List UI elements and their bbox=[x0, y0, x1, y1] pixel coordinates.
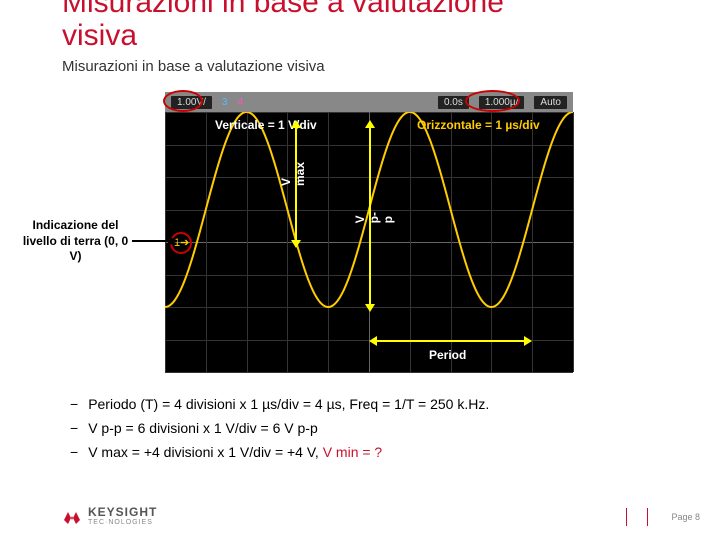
page-number: Page 8 bbox=[671, 512, 700, 522]
circle-right bbox=[465, 90, 520, 112]
hdr-num-3: 3 bbox=[222, 97, 228, 108]
ground-arrow bbox=[132, 240, 177, 242]
vmax-text: V max bbox=[279, 162, 307, 186]
horizontal-label: Orizzontale = 1 µs/div bbox=[417, 118, 540, 132]
bullet-3: V max = +4 divisioni x 1 V/div = +4 V, V… bbox=[70, 444, 690, 460]
vpp-text: V p-p bbox=[353, 212, 395, 223]
slide-title: Misurazioni in base a valutazione visiva bbox=[62, 0, 504, 52]
period-text: Period bbox=[429, 348, 466, 362]
scope-screen: Verticale = 1 V/div Orizzontale = 1 µs/d… bbox=[165, 112, 573, 372]
bullets: Periodo (T) = 4 divisioni x 1 µs/div = 4… bbox=[70, 396, 690, 468]
footer-bars bbox=[626, 508, 648, 526]
logo-sub: TEC·NOLOGIES bbox=[88, 519, 157, 526]
oscilloscope-figure: 1.00V/ 3 4 0.0s 1.000µ/ Auto Verticale =… bbox=[165, 92, 573, 372]
logo-name: KEYSIGHT bbox=[88, 505, 157, 519]
hdr-mode: Auto bbox=[534, 96, 567, 109]
logo-icon bbox=[62, 506, 82, 526]
hdr-num-4: 4 bbox=[237, 97, 243, 108]
logo: KEYSIGHT TEC·NOLOGIES bbox=[62, 505, 157, 526]
bullet-1: Periodo (T) = 4 divisioni x 1 µs/div = 4… bbox=[70, 396, 690, 412]
slide-subtitle: Misurazioni in base a valutazione visiva bbox=[62, 58, 325, 75]
bullet-2: V p-p = 6 divisioni x 1 V/div = 6 V p-p bbox=[70, 420, 690, 436]
ground-label: Indicazione del livello di terra (0, 0 V… bbox=[18, 218, 133, 265]
vertical-label: Verticale = 1 V/div bbox=[215, 118, 317, 132]
circle-left bbox=[163, 90, 203, 112]
